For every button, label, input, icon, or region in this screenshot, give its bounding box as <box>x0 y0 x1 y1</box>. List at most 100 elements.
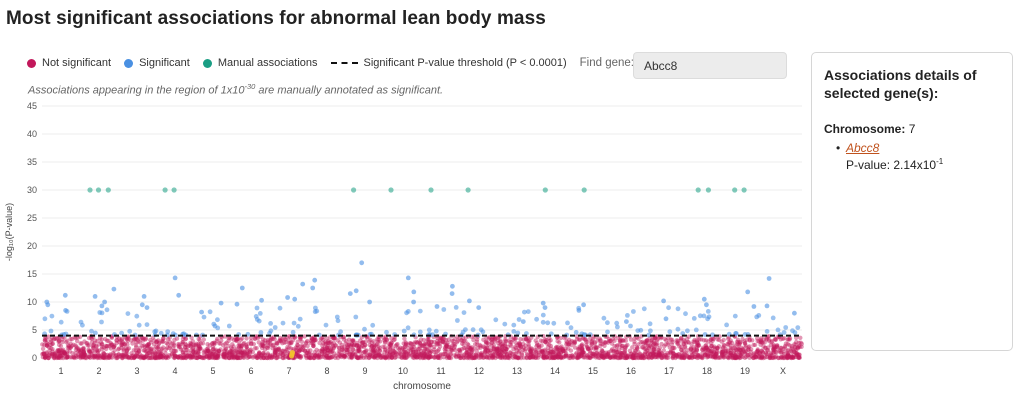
not-significant-point <box>112 344 117 349</box>
legend-significant[interactable]: Significant <box>124 57 190 69</box>
not-significant-point <box>452 353 457 358</box>
not-significant-point <box>694 348 700 353</box>
not-significant-point <box>197 354 203 360</box>
not-significant-point <box>594 354 600 359</box>
not-significant-point <box>356 355 361 361</box>
not-significant-point <box>496 338 501 343</box>
y-tick-label: 0 <box>32 353 37 363</box>
not-significant-point <box>458 353 463 358</box>
legend-manual[interactable]: Manual associations <box>202 57 318 69</box>
not-significant-point <box>579 343 585 349</box>
find-gene-input[interactable] <box>633 52 787 79</box>
not-significant-point <box>632 336 637 341</box>
not-significant-point <box>78 353 83 359</box>
not-significant-point <box>690 355 695 360</box>
not-significant-point <box>503 349 509 354</box>
not-significant-point <box>572 341 577 346</box>
not-significant-point <box>190 346 195 351</box>
not-significant-point <box>431 355 437 360</box>
not-significant-point <box>681 337 686 343</box>
not-significant-point <box>565 342 570 347</box>
not-significant-point <box>171 345 176 350</box>
not-significant-point <box>99 346 105 352</box>
not-significant-point <box>587 349 593 354</box>
not-significant-point <box>714 350 720 355</box>
not-significant-point <box>196 350 201 355</box>
not-significant-point <box>714 352 719 357</box>
not-significant-point <box>157 354 163 359</box>
not-significant-point <box>389 342 394 348</box>
not-significant-point <box>40 346 46 351</box>
not-significant-point <box>597 352 603 357</box>
not-significant-point <box>302 348 308 354</box>
not-significant-point <box>769 338 775 344</box>
not-significant-point <box>402 351 407 356</box>
not-significant-point <box>376 352 382 358</box>
not-significant-point <box>705 354 711 359</box>
not-significant-point <box>310 336 315 341</box>
not-significant-point <box>331 345 336 350</box>
not-significant-point <box>678 336 684 341</box>
not-significant-point <box>313 353 318 358</box>
not-significant-point <box>670 349 675 354</box>
not-significant-point <box>147 353 153 358</box>
not-significant-point <box>521 345 526 350</box>
not-significant-point <box>441 336 447 341</box>
not-significant-point <box>628 337 634 342</box>
not-significant-point <box>488 337 494 342</box>
legend-not-significant[interactable]: Not significant <box>27 57 111 69</box>
not-significant-point <box>696 353 701 358</box>
not-significant-point <box>489 340 494 345</box>
significant-point <box>522 309 527 315</box>
not-significant-point <box>764 352 769 357</box>
not-significant-point <box>348 350 353 355</box>
not-significant-point <box>87 354 92 360</box>
not-significant-point <box>115 355 120 360</box>
not-significant-point <box>237 343 242 348</box>
not-significant-point <box>464 350 469 355</box>
not-significant-point <box>225 349 230 354</box>
not-significant-point <box>353 352 358 357</box>
not-significant-point <box>370 348 375 353</box>
not-significant-point <box>167 339 173 345</box>
not-significant-point <box>492 337 497 342</box>
not-significant-point <box>320 343 325 348</box>
not-significant-point <box>364 353 369 358</box>
not-significant-point <box>497 350 502 356</box>
not-significant-point <box>274 348 279 353</box>
significant-point <box>257 311 263 316</box>
not-significant-point <box>655 338 660 343</box>
selected-gene-point[interactable] <box>289 350 295 356</box>
not-significant-point <box>66 344 72 349</box>
not-significant-point <box>682 339 687 344</box>
not-significant-point <box>328 346 333 351</box>
not-significant-point <box>563 351 569 356</box>
not-significant-point <box>747 338 752 343</box>
not-significant-point <box>589 354 594 359</box>
gene-link[interactable]: Abcc8 <box>846 141 880 155</box>
not-significant-point <box>376 353 381 359</box>
not-significant-point <box>514 355 520 360</box>
not-significant-point <box>575 355 580 360</box>
not-significant-point <box>764 337 769 342</box>
not-significant-point <box>568 355 573 361</box>
not-significant-point <box>740 346 745 352</box>
not-significant-point <box>159 351 164 356</box>
not-significant-point <box>48 339 53 345</box>
not-significant-point <box>464 353 469 358</box>
significant-point <box>127 328 133 334</box>
not-significant-point <box>268 338 273 343</box>
not-significant-point <box>738 340 743 345</box>
not-significant-point <box>477 342 482 348</box>
not-significant-point <box>589 342 594 347</box>
not-significant-point <box>577 346 582 351</box>
not-significant-point <box>132 355 137 360</box>
not-significant-point <box>332 351 337 356</box>
not-significant-point <box>414 339 419 345</box>
not-significant-point <box>237 349 242 355</box>
not-significant-point <box>723 348 728 353</box>
not-significant-point <box>493 350 498 355</box>
not-significant-point <box>196 345 201 351</box>
significant-point <box>314 308 320 314</box>
not-significant-point <box>502 355 508 361</box>
